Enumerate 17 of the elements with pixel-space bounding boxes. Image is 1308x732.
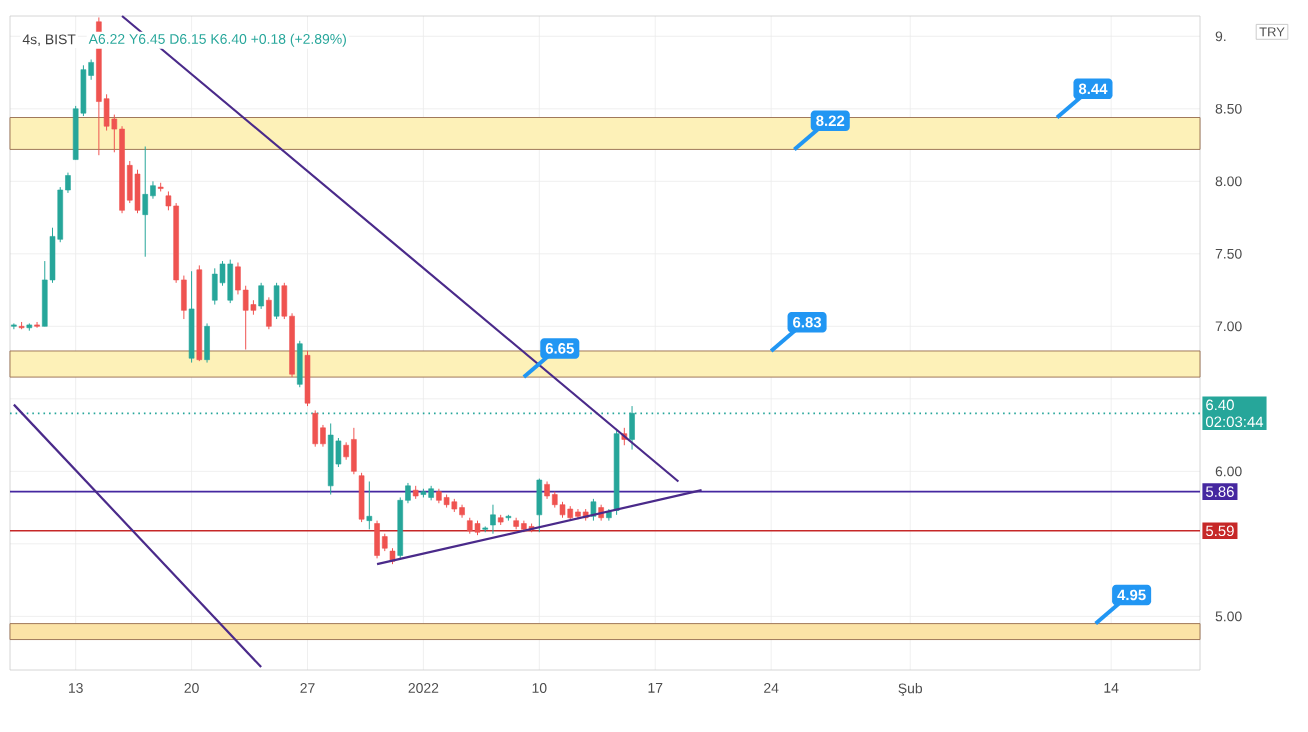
candlestick	[490, 504, 496, 535]
candlestick	[312, 409, 318, 448]
candlestick	[536, 478, 543, 533]
candlestick	[351, 427, 357, 475]
candlestick	[204, 322, 210, 364]
candlestick	[374, 520, 380, 559]
candlestick	[212, 267, 218, 306]
candlestick	[297, 340, 303, 388]
candlestick	[273, 282, 280, 320]
candlestick	[258, 282, 264, 310]
candlestick	[266, 296, 272, 330]
candlestick	[134, 169, 141, 214]
candlestick	[142, 146, 148, 258]
candlestick	[227, 259, 233, 304]
candlestick	[304, 350, 311, 407]
candlestick	[366, 480, 373, 530]
candlestick	[358, 472, 365, 523]
